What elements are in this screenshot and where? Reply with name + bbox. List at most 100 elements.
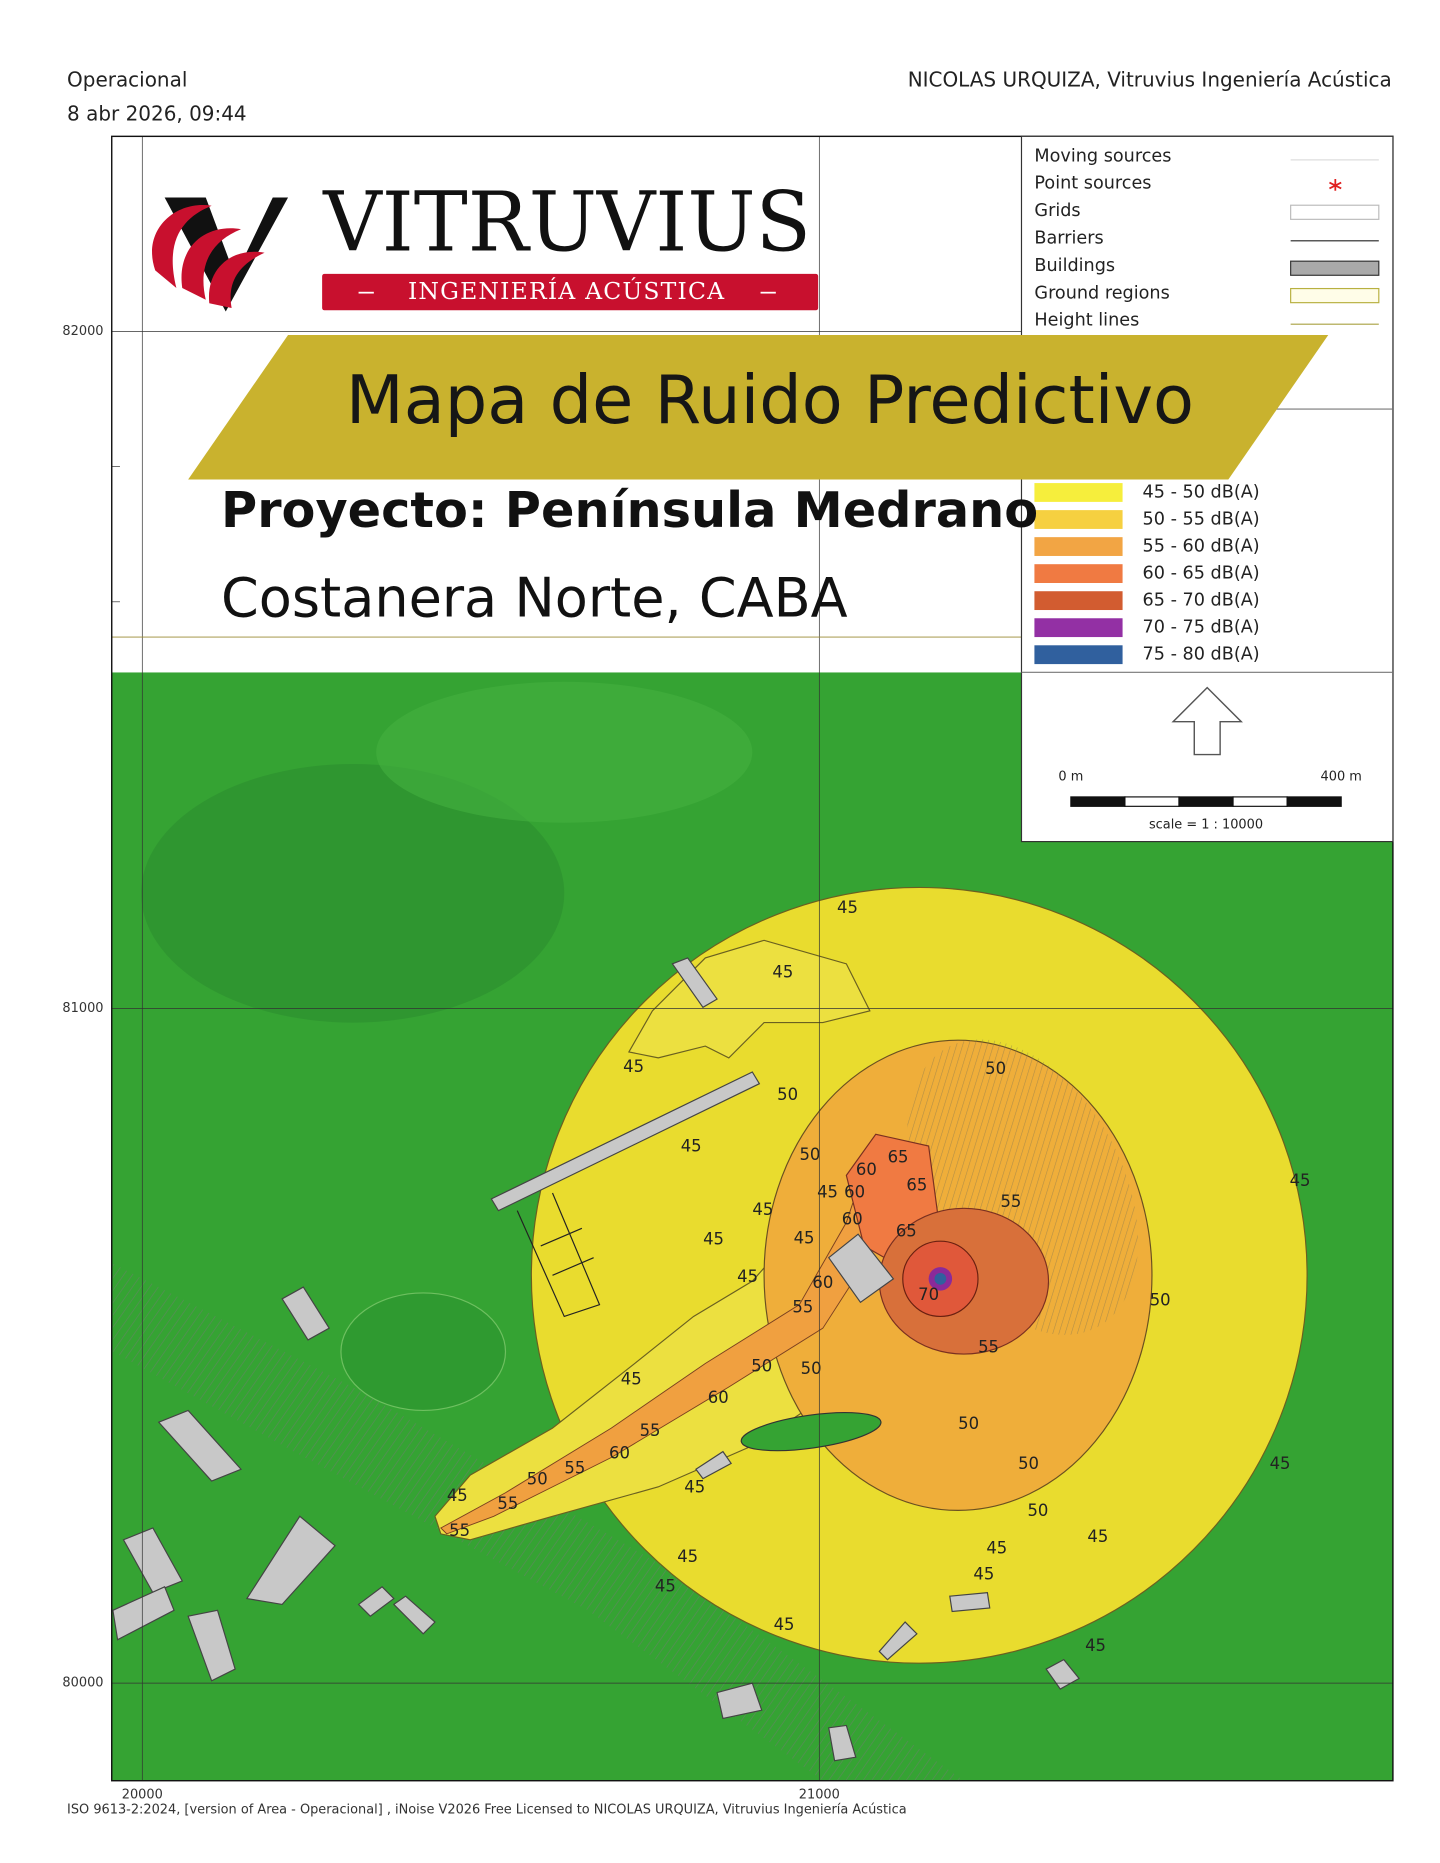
contour-label: 50 — [527, 1469, 548, 1488]
map-frame — [111, 135, 1394, 1782]
contour-label: 55 — [497, 1494, 518, 1513]
contour-45-north — [627, 939, 871, 1059]
contour-label: 45 — [1085, 1636, 1106, 1655]
legend: Moving sources Point sources Grids Barriers… — [1034, 146, 1380, 665]
contour-label: 45 — [1270, 1454, 1291, 1473]
contour-label: 45 — [794, 1228, 815, 1247]
legend-swatch — [1034, 537, 1123, 556]
contour-label: 45 — [752, 1200, 773, 1219]
logo-tagline: INGENIERÍA ACÚSTICA — [408, 276, 725, 305]
contour-label: 65 — [906, 1175, 927, 1194]
barrier — [516, 1192, 601, 1318]
logo-swoosh — [181, 228, 242, 300]
legend-swatch — [1034, 564, 1123, 583]
legend-symbol — [1290, 287, 1380, 304]
legend-symbol — [1329, 179, 1342, 191]
building — [1045, 1658, 1080, 1690]
building — [281, 1286, 331, 1341]
terrain-patch — [376, 681, 753, 823]
datetime: 8 abr 2026, 09:44 — [67, 102, 247, 126]
status: Operacional — [67, 68, 187, 92]
contour-label: 70 — [918, 1285, 939, 1304]
banner-title: Mapa de Ruido Predictivo — [346, 361, 1194, 439]
contour-label: 45 — [817, 1183, 838, 1202]
banner — [188, 334, 1329, 480]
x-axis-label: 20000 — [122, 1787, 163, 1802]
scale-start: 0 m — [1058, 769, 1083, 784]
contour-label: 55 — [978, 1338, 999, 1357]
contour-label: 55 — [564, 1459, 585, 1478]
legend-label: 45 - 50 dB(A) — [1143, 482, 1260, 502]
contour-label: 45 — [621, 1369, 642, 1388]
contour-label: 45 — [447, 1486, 468, 1505]
green-patch — [740, 1412, 882, 1452]
contour-label: 45 — [684, 1478, 705, 1497]
contour-label: 45 — [623, 1057, 644, 1076]
contour-label: 45 — [1290, 1171, 1311, 1190]
contour-label: 45 — [703, 1230, 724, 1249]
project: Proyecto: Península Medrano — [221, 481, 1038, 539]
legend-label: 50 - 55 dB(A) — [1143, 510, 1260, 530]
logo-name: VITRUVIUS — [322, 176, 811, 271]
legend-swatch — [1034, 618, 1123, 638]
contour-label: 50 — [1150, 1291, 1171, 1310]
contour-label: 55 — [1000, 1192, 1021, 1211]
legend-label: 65 - 70 dB(A) — [1143, 591, 1260, 611]
barrier — [540, 1227, 583, 1247]
legend-symbol — [1290, 260, 1380, 276]
contour-label: 45 — [681, 1137, 702, 1156]
scale-segment — [1070, 796, 1126, 807]
legend-label: 60 - 65 dB(A) — [1143, 564, 1260, 584]
legend-swatch — [1034, 510, 1123, 529]
logo-swoosh — [152, 204, 212, 288]
scale-segment — [1286, 796, 1342, 807]
contour-label: 50 — [1027, 1501, 1048, 1520]
contour-label: 60 — [812, 1273, 833, 1292]
author: NICOLAS URQUIZA, Vitruvius Ingeniería Ac… — [908, 68, 1392, 92]
legend-label: Point sources — [1034, 174, 1151, 194]
contour-label: 60 — [609, 1443, 630, 1462]
building — [157, 1409, 243, 1482]
scale-ratio: scale = 1 : 10000 — [1149, 818, 1263, 833]
contour-label: 50 — [985, 1059, 1006, 1078]
footer: ISO 9613-2:2024, [version of Area - Oper… — [67, 1803, 907, 1818]
building — [122, 1527, 184, 1594]
contour-75 — [934, 1272, 947, 1285]
legend-label: 75 - 80 dB(A) — [1143, 645, 1260, 665]
contour-label: 45 — [737, 1267, 758, 1286]
contour-label: 50 — [751, 1356, 772, 1375]
contour-label: 45 — [655, 1576, 676, 1595]
legend-symbol — [1290, 204, 1380, 220]
legend-label: Grids — [1034, 201, 1080, 221]
contour-label: 55 — [792, 1298, 813, 1317]
building — [949, 1592, 991, 1613]
contour-label: 60 — [844, 1183, 865, 1202]
contour-label: 50 — [1018, 1454, 1039, 1473]
contour-label: 60 — [856, 1160, 877, 1179]
terrain-patch — [141, 764, 565, 1023]
building — [187, 1609, 236, 1682]
legend-label: Height lines — [1034, 311, 1139, 331]
building — [695, 1450, 733, 1480]
contour-label: 45 — [677, 1547, 698, 1566]
legend-label: Ground regions — [1034, 283, 1169, 303]
building — [716, 1682, 763, 1720]
building — [878, 1621, 918, 1661]
contour-label: 45 — [772, 963, 793, 982]
legend-swatch — [1034, 645, 1123, 665]
barriers — [516, 1192, 601, 1318]
building — [392, 1595, 436, 1635]
legend-swatch — [1034, 591, 1123, 611]
contour-label: 60 — [708, 1388, 729, 1407]
contour-label: 45 — [837, 898, 858, 917]
buildings — [112, 957, 1080, 1762]
contour-label: 45 — [774, 1615, 795, 1634]
contour-label: 50 — [777, 1085, 798, 1104]
barrier — [552, 1257, 594, 1276]
logo: VITRUVIUS INGENIERÍA ACÚSTICA — [152, 176, 819, 312]
contour-label: 45 — [986, 1539, 1007, 1558]
